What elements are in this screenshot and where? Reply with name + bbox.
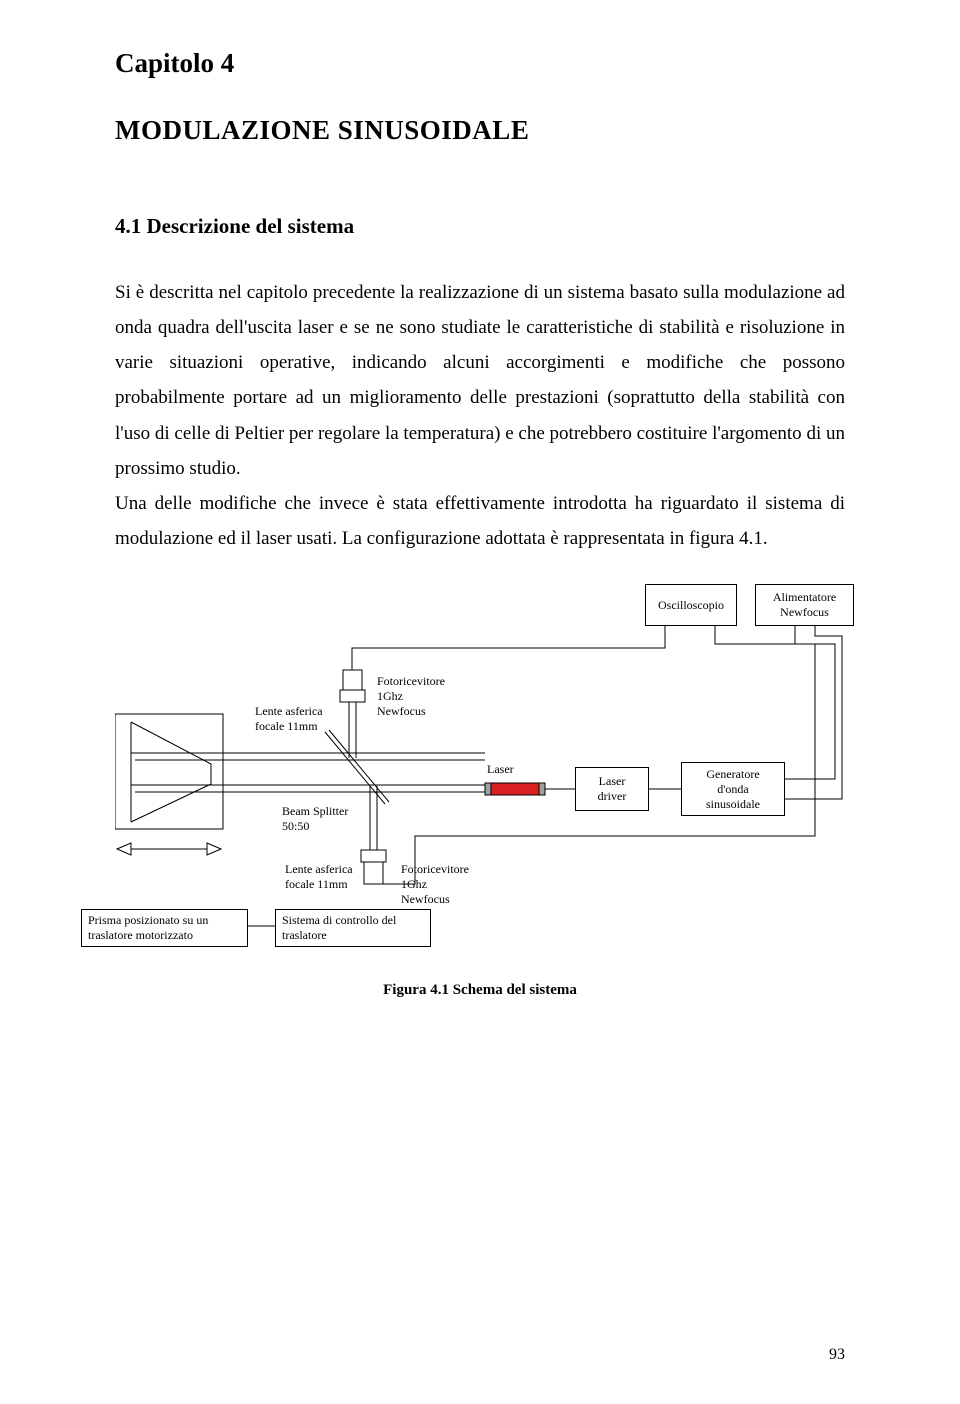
chapter-title: MODULAZIONE SINUSOIDALE bbox=[115, 115, 845, 146]
photodetector-top-label: Fotoricevitore 1Ghz Newfocus bbox=[377, 674, 445, 719]
page-number: 93 bbox=[829, 1346, 845, 1364]
laser-label: Laser bbox=[487, 762, 514, 777]
translator-control-box: Sistema di controllo del traslatore bbox=[275, 909, 431, 947]
paragraph-1: Si è descritta nel capitolo precedente l… bbox=[115, 275, 845, 486]
laser-driver-box: Laser driver bbox=[575, 767, 649, 811]
lens-top-label: Lente asferica focale 11mm bbox=[255, 704, 323, 734]
paragraph-2: Una delle modifiche che invece è stata e… bbox=[115, 486, 845, 556]
figure-caption: Figura 4.1 Schema del sistema bbox=[115, 982, 845, 999]
section-heading: 4.1 Descrizione del sistema bbox=[115, 214, 845, 239]
system-diagram: Oscilloscopio Alimentatore Newfocus Lent… bbox=[115, 604, 845, 964]
chapter-label: Capitolo 4 bbox=[115, 48, 845, 79]
waveform-generator-box: Generatore d'onda sinusoidale bbox=[681, 762, 785, 816]
photodetector-bottom-label: Fotoricevitore 1Ghz Newfocus bbox=[401, 862, 469, 907]
lens-bottom-label: Lente asferica focale 11mm bbox=[285, 862, 353, 892]
power-supply-box: Alimentatore Newfocus bbox=[755, 584, 854, 626]
prism-box: Prisma posizionato su un traslatore moto… bbox=[81, 909, 248, 947]
oscilloscope-box: Oscilloscopio bbox=[645, 584, 737, 626]
beam-splitter-label: Beam Splitter 50:50 bbox=[282, 804, 348, 834]
